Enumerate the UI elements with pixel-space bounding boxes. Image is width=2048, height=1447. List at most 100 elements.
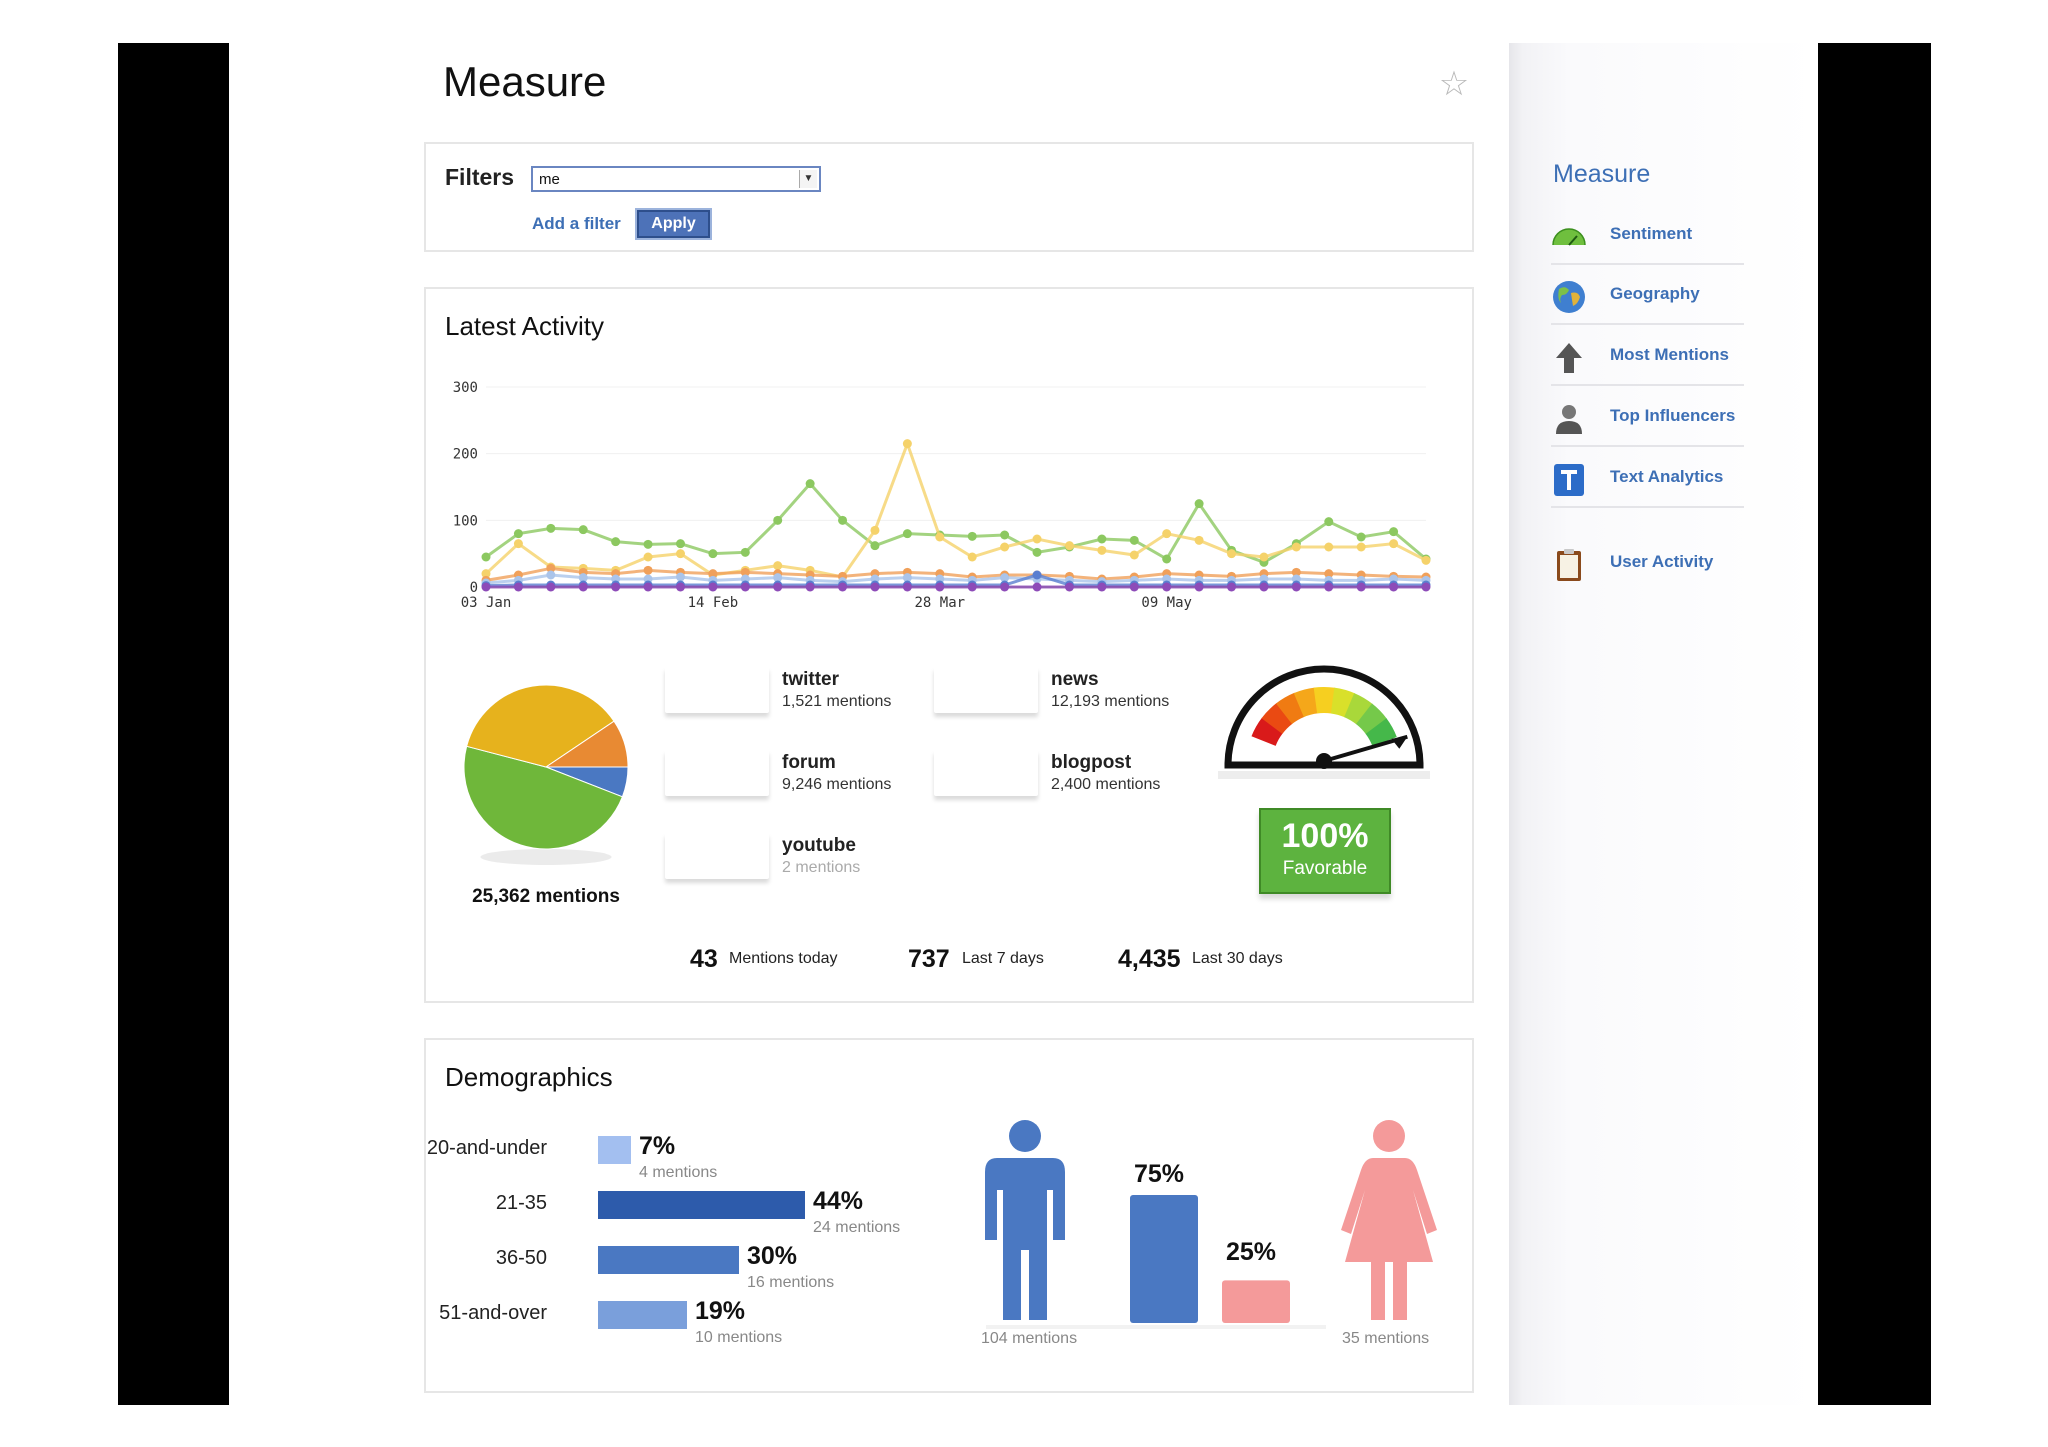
blogpost-count: 2,400 mentions	[1051, 776, 1161, 793]
letterbox-left	[118, 43, 229, 1405]
gauge-hub	[1316, 753, 1332, 769]
sidebar-item-user-activity[interactable]: User Activity	[1551, 533, 1744, 593]
series-point	[643, 552, 653, 562]
pie-slice-blogpost	[544, 720, 629, 768]
series-point	[1356, 532, 1366, 542]
youtube-count: 2 mentions	[782, 859, 861, 876]
series-point	[1389, 582, 1399, 592]
y-tick-label: 300	[453, 380, 478, 396]
age-count-21-35: 24 mentions	[813, 1219, 901, 1236]
filter-select-value: me	[539, 171, 560, 188]
sidebar-item-text-analytics[interactable]: Text Analytics	[1551, 448, 1744, 508]
series-point	[902, 573, 912, 583]
y-tick-label: 100	[453, 513, 478, 529]
series-point	[1162, 554, 1172, 564]
sentiment-favorable-badge: 100% Favorable	[1259, 808, 1391, 894]
series-point	[546, 570, 556, 580]
series-line	[484, 439, 1427, 579]
news-count: 12,193 mentions	[1051, 693, 1170, 710]
latest-activity-title: Latest Activity	[445, 311, 604, 341]
series-point	[481, 582, 491, 592]
series-point	[902, 582, 912, 592]
youtube-name: youtube	[782, 835, 856, 856]
favorite-star-icon[interactable]: ☆	[1438, 65, 1470, 103]
filter-select[interactable]: me ▼	[531, 166, 821, 192]
age-pct-51-over: 19%	[695, 1297, 746, 1325]
age-pct-20-under: 7%	[639, 1132, 676, 1160]
series-point	[1032, 570, 1042, 580]
twitter-pct-badge: 5.9%	[665, 667, 769, 713]
gauge-segment	[1261, 703, 1293, 734]
series-point	[1356, 542, 1366, 552]
gauge-segment	[1313, 687, 1336, 714]
series-point	[805, 479, 815, 489]
filters-label: Filters	[445, 164, 515, 190]
y-tick-label: 200	[453, 447, 478, 463]
news-pct: 48.0%	[944, 674, 1028, 706]
series-point	[773, 582, 783, 592]
gauge-segment	[1251, 717, 1283, 746]
male-figure-head	[1009, 1120, 1041, 1152]
age-pct-21-35: 44%	[813, 1187, 864, 1215]
series-point	[1162, 582, 1172, 592]
demographics-title: Demographics	[445, 1062, 613, 1092]
female-figure-icon	[1341, 1158, 1437, 1320]
series-point	[675, 549, 685, 559]
sidebar-item-sentiment[interactable]: Sentiment	[1551, 205, 1744, 265]
x-tick-label: 28 Mar	[915, 595, 966, 611]
pie-slice-news	[463, 745, 624, 850]
series-point	[578, 525, 588, 535]
forum-pct-badge: 36.4%	[665, 750, 769, 796]
series-point	[902, 529, 912, 539]
series-point	[643, 539, 653, 549]
sidebar-background	[1509, 43, 1818, 1405]
gauge-segment	[1365, 718, 1397, 747]
stat-today-num: 43	[690, 945, 718, 973]
person-icon	[1556, 405, 1582, 434]
blogpost-pct: 9.4%	[952, 757, 1020, 789]
series-point	[870, 582, 880, 592]
add-filter-link[interactable]: Add a filter	[532, 214, 621, 233]
sidebar-label-top-influencers: Top Influencers	[1610, 406, 1736, 425]
series-line	[485, 573, 1426, 588]
sidebar-item-geography[interactable]: Geography	[1551, 265, 1744, 325]
series-point	[1194, 535, 1204, 545]
series-point	[1324, 517, 1334, 527]
series-point	[675, 572, 685, 582]
series-point	[1291, 567, 1301, 577]
series-point	[643, 582, 653, 592]
age-count-20-under: 4 mentions	[639, 1164, 718, 1181]
news-name: news	[1051, 669, 1099, 690]
stat-7days-num: 737	[908, 945, 950, 973]
gender-female-count: 35 mentions	[1342, 1330, 1430, 1347]
series-point	[708, 549, 718, 559]
gauge-segment	[1356, 703, 1387, 735]
series-point	[1162, 529, 1172, 539]
twitter-pct: 5.9%	[683, 674, 751, 706]
sidebar-item-top-influencers[interactable]: Top Influencers	[1551, 387, 1744, 447]
series-point	[1291, 582, 1301, 592]
series-point	[1064, 582, 1074, 592]
gender-shadow	[986, 1325, 1326, 1329]
series-point	[1129, 535, 1139, 545]
series-point	[513, 539, 523, 549]
sidebar-item-most-mentions[interactable]: Most Mentions	[1551, 326, 1744, 386]
gauge-shadow	[1218, 771, 1430, 779]
series-point	[1129, 582, 1139, 592]
series-point	[870, 541, 880, 551]
age-count-36-50: 16 mentions	[747, 1274, 835, 1291]
series-point	[773, 515, 783, 525]
series-point	[611, 537, 621, 547]
age-bar-20-under	[598, 1136, 631, 1164]
series-point	[1227, 549, 1237, 559]
chevron-down-icon[interactable]: ▼	[799, 170, 817, 188]
gauge-needle-tip	[1391, 736, 1408, 749]
series-point	[546, 582, 556, 592]
series-point	[546, 563, 556, 573]
apply-button[interactable]: Apply	[637, 210, 710, 238]
age-label-21-35: 21-35	[495, 1192, 547, 1214]
filters-panel: Filters me ▼ Add a filter Apply	[424, 142, 1474, 252]
forum-name: forum	[782, 752, 836, 773]
series-point	[1097, 534, 1107, 544]
gender-male-pct: 75%	[1134, 1160, 1185, 1188]
